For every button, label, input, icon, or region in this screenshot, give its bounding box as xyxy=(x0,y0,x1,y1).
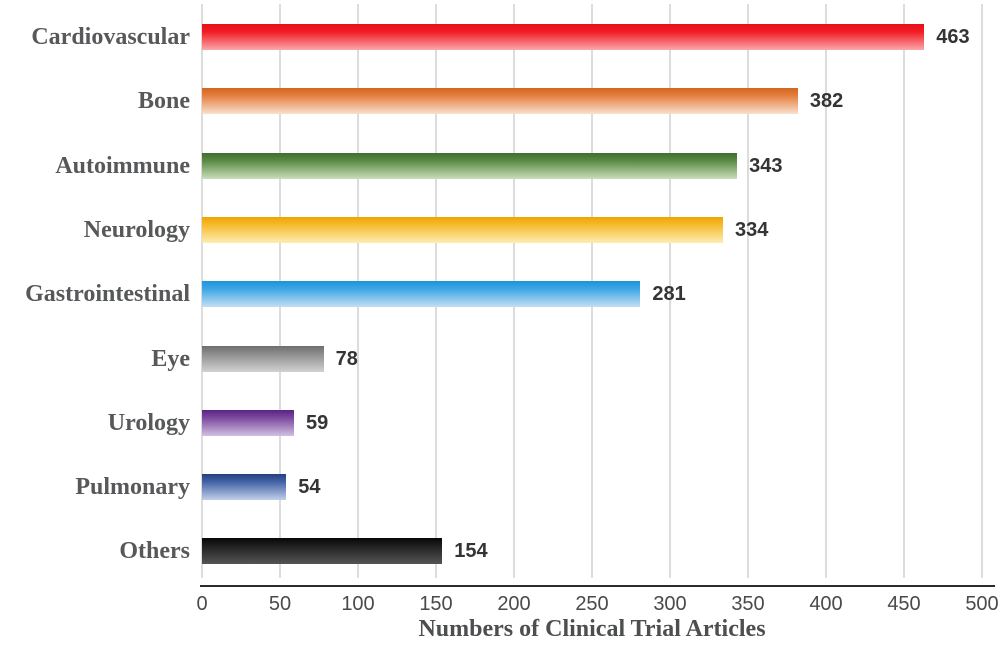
value-label-autoimmune: 343 xyxy=(749,154,783,177)
bar-urology xyxy=(202,409,295,436)
value-label-pulmonary: 54 xyxy=(298,476,321,499)
bar-neurology xyxy=(202,216,724,243)
x-tick-label-150: 150 xyxy=(419,593,453,615)
x-tick-label-50: 50 xyxy=(268,593,292,615)
category-label-others: Others xyxy=(119,538,190,565)
gridline-400 xyxy=(825,4,827,578)
bar-gastrointestinal xyxy=(202,281,641,308)
value-label-cardiovascular: 463 xyxy=(936,26,970,48)
bar-cardiovascular xyxy=(202,24,925,50)
x-axis-line xyxy=(200,585,995,587)
category-label-neurology: Neurology xyxy=(83,216,190,243)
x-tick-label-0: 0 xyxy=(196,593,208,615)
x-axis-title: Numbers of Clinical Trial Articles xyxy=(418,616,766,642)
value-label-bone: 382 xyxy=(809,90,844,113)
value-label-neurology: 334 xyxy=(735,218,769,241)
category-label-bone: Bone xyxy=(137,88,190,115)
gridline-500 xyxy=(981,4,983,578)
value-label-urology: 59 xyxy=(306,411,329,434)
category-label-urology: Urology xyxy=(107,409,190,436)
gridline-450 xyxy=(903,4,905,578)
x-tick-label-200: 200 xyxy=(497,593,531,615)
category-label-cardiovascular: Cardiovascular xyxy=(31,24,190,50)
bar-eye xyxy=(202,345,324,372)
category-label-pulmonary: Pulmonary xyxy=(75,474,190,501)
gridline-300 xyxy=(669,4,671,578)
x-tick-label-400: 400 xyxy=(809,593,843,615)
x-tick-label-300: 300 xyxy=(653,593,687,615)
gridline-350 xyxy=(747,4,749,578)
bar-pulmonary xyxy=(202,474,287,501)
x-tick-label-100: 100 xyxy=(341,593,375,615)
value-label-eye: 78 xyxy=(335,347,358,370)
x-tick-label-250: 250 xyxy=(575,593,609,615)
x-tick-label-500: 500 xyxy=(965,593,999,615)
value-label-others: 154 xyxy=(454,540,488,563)
x-tick-label-450: 450 xyxy=(887,593,921,615)
bar-others xyxy=(202,538,443,565)
category-label-eye: Eye xyxy=(151,345,190,372)
category-label-autoimmune: Autoimmune xyxy=(55,152,190,179)
x-tick-label-350: 350 xyxy=(731,593,765,615)
bar-autoimmune xyxy=(202,152,738,179)
bar-bone xyxy=(202,88,798,115)
category-label-gastrointestinal: Gastrointestinal xyxy=(25,281,190,308)
value-label-gastrointestinal: 281 xyxy=(652,283,686,306)
